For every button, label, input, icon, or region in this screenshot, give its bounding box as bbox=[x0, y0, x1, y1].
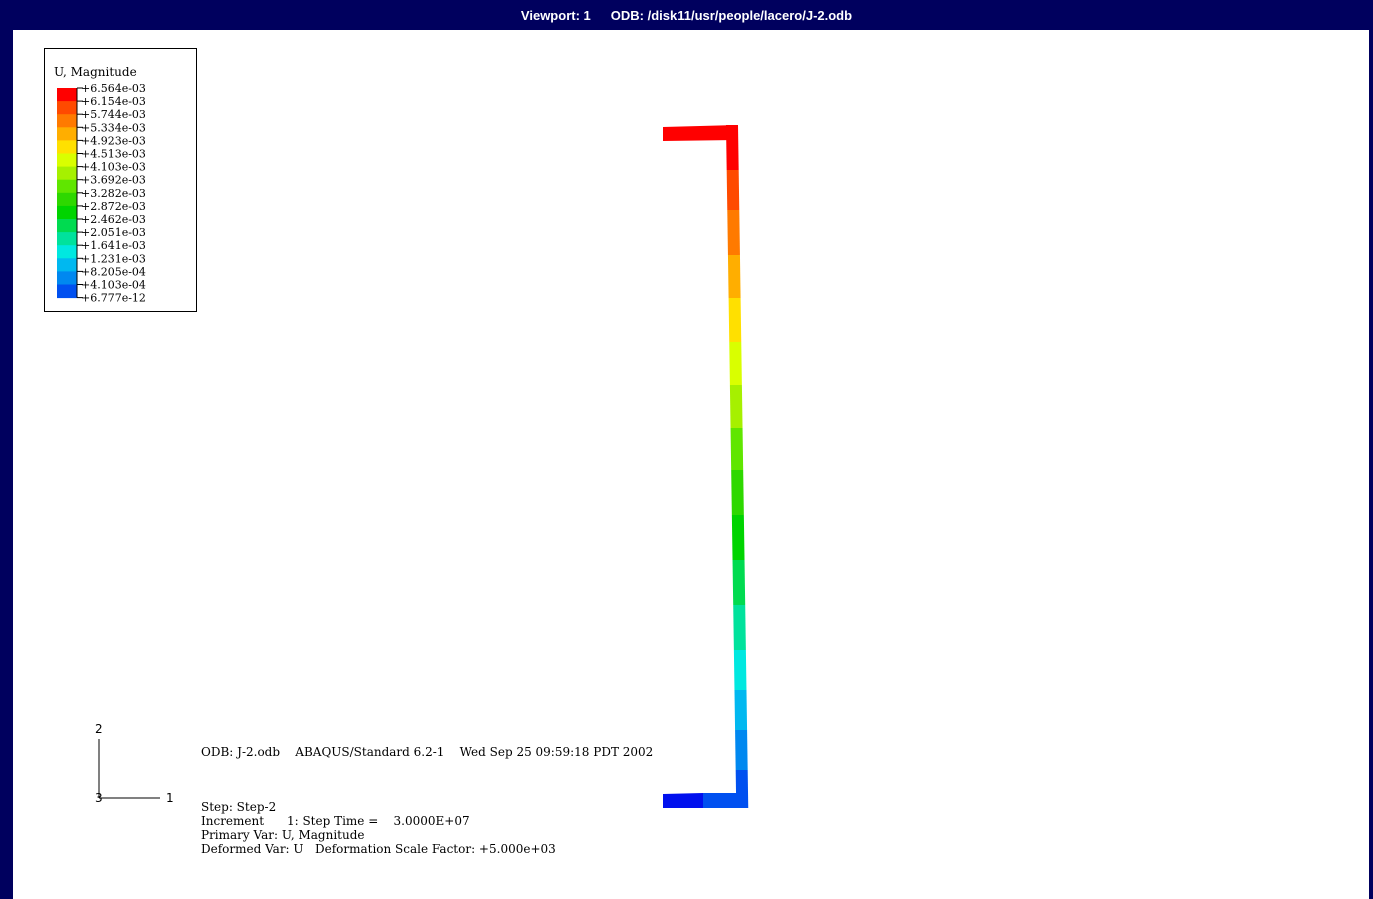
legend-title: U, Magnitude bbox=[54, 65, 137, 79]
web-segment bbox=[731, 470, 744, 515]
web-segment bbox=[735, 730, 748, 770]
legend-tick-label: +2.462e-03 bbox=[81, 213, 146, 226]
web-segment bbox=[726, 125, 739, 170]
legend-tick-label: +8.205e-04 bbox=[81, 265, 146, 278]
legend-tick-label: +5.334e-03 bbox=[81, 121, 146, 134]
web-segment bbox=[729, 342, 742, 385]
legend-tick-label: +3.282e-03 bbox=[81, 187, 146, 200]
legend-color-band bbox=[57, 179, 77, 194]
legend-tick-label: +2.051e-03 bbox=[81, 226, 146, 239]
legend-color-band bbox=[57, 166, 77, 181]
legend-color-band bbox=[57, 153, 77, 168]
web-segment bbox=[726, 170, 740, 210]
web-segment bbox=[729, 385, 743, 428]
legend-color-band bbox=[57, 140, 77, 154]
legend-color-band bbox=[57, 88, 77, 102]
legend-color-band bbox=[57, 114, 77, 128]
legend-tick-label: +1.231e-03 bbox=[81, 252, 146, 265]
web-segment bbox=[733, 650, 747, 690]
legend-tick-label: +4.923e-03 bbox=[81, 134, 146, 147]
web-segment bbox=[727, 210, 740, 255]
legend-tick-label: +2.872e-03 bbox=[81, 200, 146, 213]
legend-tick-label: +6.777e-12 bbox=[81, 292, 146, 305]
legend-color-band bbox=[57, 101, 77, 115]
legend-tick-label: +4.513e-03 bbox=[81, 148, 146, 161]
viewport-canvas[interactable]: U, Magnitude +6.564e-03 +6.154e-03 +5.744e… bbox=[13, 30, 1369, 899]
legend-tick-label: +5.744e-03 bbox=[81, 108, 146, 121]
legend-tick-label: +3.692e-03 bbox=[81, 174, 146, 187]
increment-info-line: Increment 1: Step Time = 3.0000E+07 bbox=[201, 814, 470, 828]
contour-legend: U, Magnitude +6.564e-03 +6.154e-03 +5.744e… bbox=[44, 48, 197, 312]
web-segment bbox=[732, 560, 746, 605]
web-segment bbox=[730, 428, 744, 470]
legend-tick-label: +6.154e-03 bbox=[81, 95, 146, 108]
legend-tick-label: +6.564e-03 bbox=[81, 82, 146, 95]
web-segment bbox=[731, 515, 745, 560]
triad-label-3: 3 bbox=[95, 791, 103, 805]
web-segment bbox=[727, 255, 741, 298]
top-flange-segment bbox=[663, 125, 737, 141]
triad-label-1: 1 bbox=[166, 791, 174, 805]
odb-path-label: ODB: /disk11/usr/people/lacero/J-2.odb bbox=[610, 7, 853, 23]
step-info-line: Step: Step-2 bbox=[201, 800, 277, 814]
primary-var-line: Primary Var: U, Magnitude bbox=[201, 828, 365, 842]
bottom-flange-segment bbox=[703, 793, 737, 808]
legend-color-band bbox=[57, 271, 77, 285]
bottom-flange-segment bbox=[663, 793, 703, 808]
legend-color-band bbox=[57, 284, 77, 299]
coordinate-triad: 2 1 3 bbox=[95, 722, 174, 805]
web-segment bbox=[734, 690, 748, 730]
legend-color-band bbox=[57, 192, 77, 207]
legend-color-band bbox=[57, 232, 77, 246]
legend-color-band bbox=[57, 219, 77, 233]
viewport-frame-right bbox=[1369, 30, 1373, 899]
legend-color-scale: +6.564e-03+6.154e-03+5.744e-03+5.334e-03… bbox=[57, 82, 146, 305]
viewport-title-bar: Viewport: 1 ODB: /disk11/usr/people/lace… bbox=[0, 0, 1373, 30]
legend-color-band bbox=[57, 205, 77, 220]
viewport-frame-left bbox=[0, 30, 13, 899]
viewport-label: Viewport: 1 bbox=[520, 7, 591, 23]
deformed-model-plot bbox=[663, 125, 749, 808]
web-segment bbox=[733, 605, 746, 650]
web-segment bbox=[728, 298, 742, 342]
legend-tick-label: +4.103e-03 bbox=[81, 161, 146, 174]
web-segment bbox=[735, 770, 749, 808]
odb-info-line: ODB: J-2.odb ABAQUS/Standard 6.2-1 Wed S… bbox=[201, 745, 654, 759]
legend-color-band bbox=[57, 245, 77, 259]
legend-color-band bbox=[57, 258, 77, 272]
deformed-var-line: Deformed Var: U Deformation Scale Factor… bbox=[201, 842, 556, 856]
legend-tick-label: +1.641e-03 bbox=[81, 239, 146, 252]
legend-tick-label: +4.103e-04 bbox=[81, 279, 146, 292]
legend-color-band bbox=[57, 127, 77, 141]
triad-label-2: 2 bbox=[95, 722, 103, 736]
